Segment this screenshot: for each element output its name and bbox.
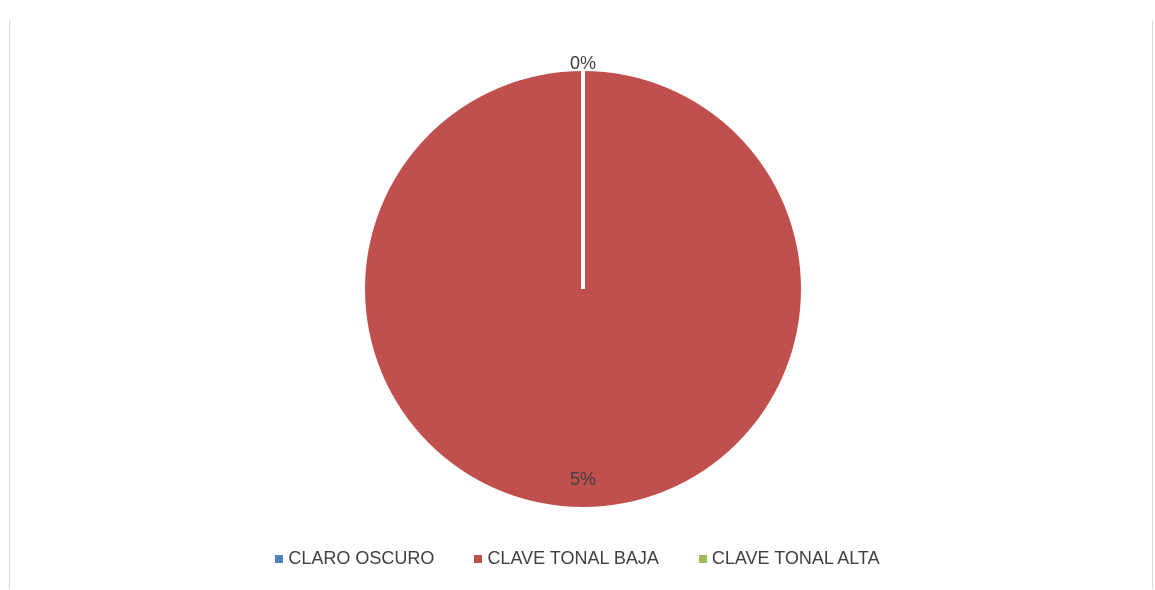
data-label-claro-oscuro: 0% <box>570 53 596 73</box>
legend-item-clave-tonal-alta: CLAVE TONAL ALTA <box>699 548 880 569</box>
legend-label-clave-tonal-baja: CLAVE TONAL BAJA <box>487 548 658 569</box>
data-label-clave-tonal-baja: 5% <box>570 469 596 489</box>
legend-label-claro-oscuro: CLARO OSCURO <box>288 548 434 569</box>
legend-item-claro-oscuro: CLARO OSCURO <box>275 548 434 569</box>
legend-swatch-claro-oscuro <box>275 555 283 563</box>
chart-legend: CLARO OSCURO CLAVE TONAL BAJA CLAVE TONAL … <box>0 548 1155 569</box>
legend-label-clave-tonal-alta: CLAVE TONAL ALTA <box>712 548 880 569</box>
legend-swatch-clave-tonal-baja <box>474 555 482 563</box>
legend-item-clave-tonal-baja: CLAVE TONAL BAJA <box>474 548 658 569</box>
legend-swatch-clave-tonal-alta <box>699 555 707 563</box>
